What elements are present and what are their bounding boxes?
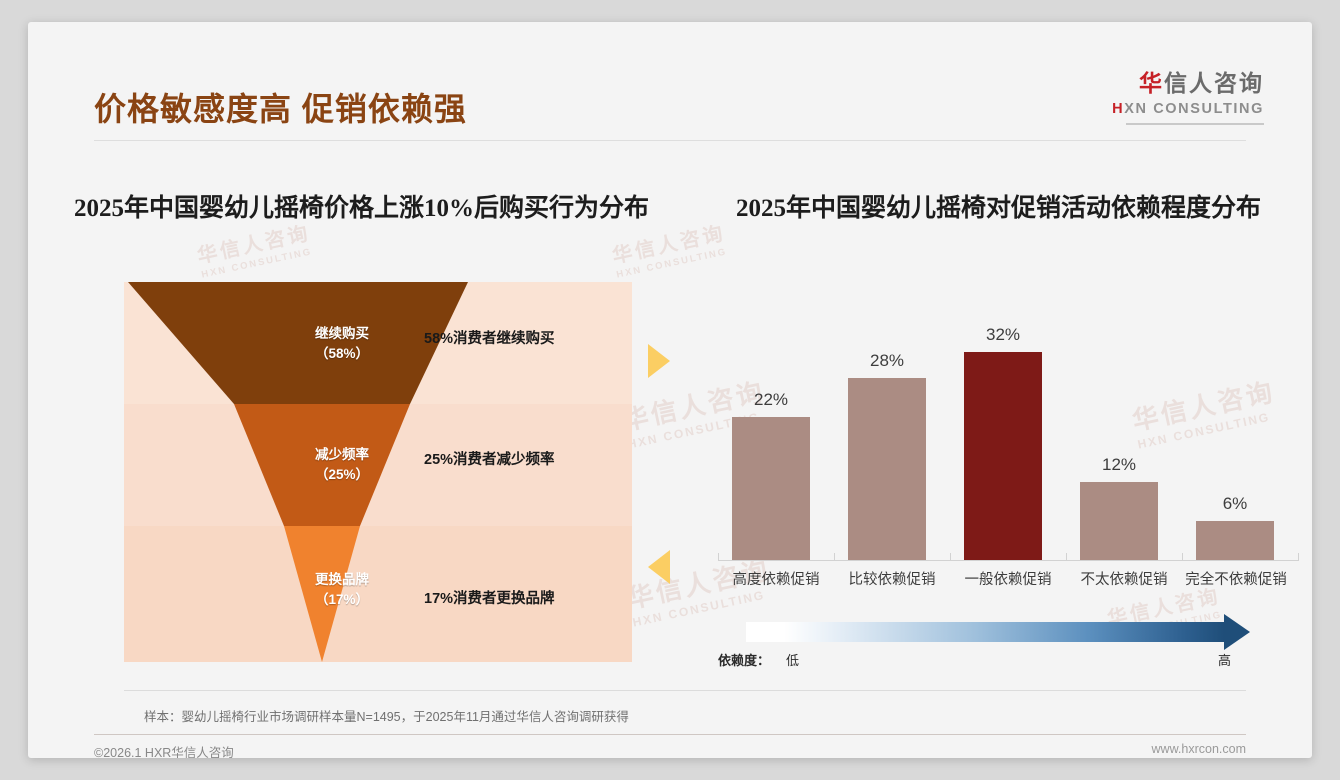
footnote-divider [124,690,1246,691]
brand-logo: 华信人咨询 HXN CONSULTING [1112,72,1264,125]
dependency-gradient-legend: 依赖度： 低 高 [718,614,1298,672]
category-label-4: 完全不依赖促销 [1185,572,1287,588]
funnel-note-1: 58%消费者继续购买 [424,331,555,347]
footer-website[interactable]: www.hxrcon.com [1151,742,1246,756]
category-label-0: 高度依赖促销 [732,572,820,588]
logo-en-rest: XN CONSULTING [1124,101,1264,117]
axis-tick [1298,553,1299,561]
gradient-bar [746,622,1224,642]
funnel-chart: 继续购买 （58%） 减少频率 （25%） 更换品牌 （17%） 58%消费者继… [124,282,632,662]
bar-chart-axis [718,560,1298,561]
footer-copyright: ©2026.1 HXR华信人咨询 [94,746,234,758]
watermark: 华信人咨询 HXN CONSULTING [195,222,314,281]
slide-card: 价格敏感度高 促销依赖强 华信人咨询 HXN CONSULTING 2025年中… [28,22,1312,758]
bar-column: 28% [848,292,926,560]
legend-title: 依赖度： [718,653,771,668]
bar-value-4: 6% [1222,494,1248,513]
logo-underline [1126,122,1264,125]
title-divider [94,140,1246,141]
category-label-2: 一般依赖促销 [964,572,1052,588]
bar-column: 6% [1196,292,1274,560]
axis-tick [718,553,719,561]
triangle-right-icon [648,344,670,378]
axis-tick [1066,553,1067,561]
bar-value-0: 22% [753,390,789,409]
footnote-text: 样本：婴幼儿摇椅行业市场调研样本量N=1495，于2025年11月通过华信人咨询… [144,710,629,724]
funnel-segment-3-label: 更换品牌 （17%） [314,572,370,608]
bar-column: 32% [964,292,1042,560]
logo-en-accent: H [1112,101,1125,117]
funnel-band-3 [124,526,632,662]
logo-cn-rest: 信人咨询 [1164,70,1264,96]
funnel-segment-2 [234,404,410,526]
bar-chart: 22% 28% 32% 12% 6% [718,292,1298,560]
axis-tick [950,553,951,561]
funnel-segment-1-label: 继续购买 （58%） [314,326,370,362]
category-label-1: 比较依赖促销 [848,572,936,588]
bar-3 [1080,482,1158,560]
page-title: 价格敏感度高 促销依赖强 [94,91,467,127]
bar-value-2: 32% [985,325,1021,344]
left-chart-heading: 2025年中国婴幼儿摇椅价格上涨10%后购买行为分布 [74,195,650,222]
bar-4 [1196,521,1274,560]
logo-chinese-text: 华信人咨询 [1112,72,1264,95]
footer-divider [94,734,1246,735]
arrow-right-icon [1224,614,1250,650]
bar-value-3: 12% [1101,455,1137,474]
funnel-segment-2-label: 减少频率 （25%） [314,447,370,483]
logo-cn-accent: 华 [1139,70,1164,96]
funnel-shape [128,282,468,662]
legend-high-label: 高 [1218,653,1232,668]
legend-low-label: 低 [786,653,800,668]
bar-2 [964,352,1042,560]
axis-tick [1182,553,1183,561]
bar-value-1: 28% [869,351,905,370]
funnel-segment-3 [284,526,360,662]
bar-column: 22% [732,292,810,560]
funnel-segment-1 [128,282,468,404]
watermark: 华信人咨询 HXN CONSULTING [610,222,729,281]
bar-column: 12% [1080,292,1158,560]
right-chart-heading: 2025年中国婴幼儿摇椅对促销活动依赖程度分布 [736,195,1262,222]
category-label-3: 不太依赖促销 [1080,572,1168,588]
bar-1 [848,378,926,560]
funnel-note-2: 25%消费者减少频率 [424,452,555,468]
triangle-left-icon [648,550,670,584]
axis-tick [834,553,835,561]
funnel-note-3: 17%消费者更换品牌 [424,591,555,607]
logo-english-text: HXN CONSULTING [1112,102,1264,117]
bar-0 [732,417,810,560]
